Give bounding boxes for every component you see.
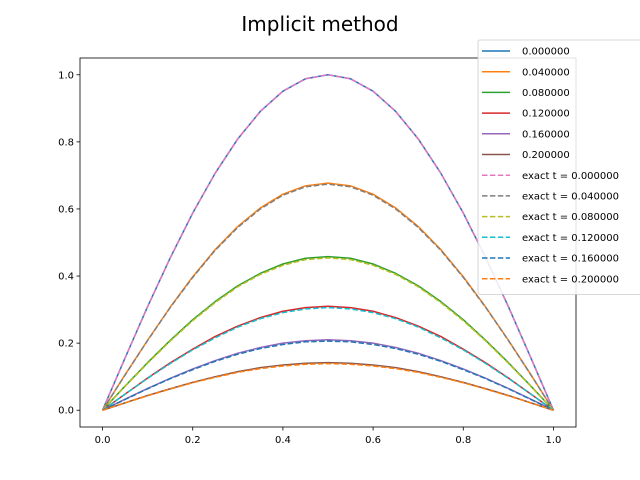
legend-label: exact t = 0.040000: [522, 192, 619, 203]
x-tick-label: 0.6: [365, 435, 381, 446]
series-line: [101, 183, 555, 411]
legend-label: exact t = 0.200000: [522, 274, 619, 285]
x-tick-label: 0.2: [185, 435, 201, 446]
legend-box: [477, 39, 640, 295]
legend-label: 0.040000: [522, 67, 570, 78]
series-line: [102, 306, 554, 411]
series-layer: [101, 74, 555, 411]
series-line: [102, 340, 554, 411]
x-tick-label: 1.0: [546, 435, 562, 446]
x-tick-label: 0.8: [455, 435, 471, 446]
y-tick-label: 1.0: [58, 70, 74, 81]
series-line: [102, 362, 554, 411]
legend-label: 0.120000: [522, 109, 570, 120]
series-line: [102, 257, 554, 411]
y-axis: 0.0 0.2 0.4 0.6 0.8 1.0: [58, 70, 80, 417]
x-axis: 0.0 0.2 0.4 0.6 0.8 1.0: [95, 427, 562, 446]
legend-label: 0.160000: [522, 129, 570, 140]
y-tick-label: 0.4: [58, 272, 74, 283]
legend-label: exact t = 0.000000: [522, 171, 619, 182]
legend-label: 0.000000: [522, 47, 570, 58]
legend-label: 0.080000: [522, 88, 570, 99]
x-tick-label: 0.4: [275, 435, 291, 446]
y-tick-label: 0.0: [58, 406, 74, 417]
y-tick-label: 0.6: [58, 204, 74, 215]
chart-title: Implicit method: [241, 12, 398, 36]
legend-label: 0.200000: [522, 150, 570, 161]
legend-label: exact t = 0.080000: [522, 212, 619, 223]
y-tick-label: 0.2: [58, 339, 74, 350]
legend: 0.000000 0.040000 0.080000 0.120000 0.160000…: [477, 39, 640, 295]
legend-label: exact t = 0.160000: [522, 254, 619, 265]
legend-label: exact t = 0.120000: [522, 233, 619, 244]
x-tick-label: 0.0: [95, 435, 111, 446]
y-tick-label: 0.8: [58, 137, 74, 148]
